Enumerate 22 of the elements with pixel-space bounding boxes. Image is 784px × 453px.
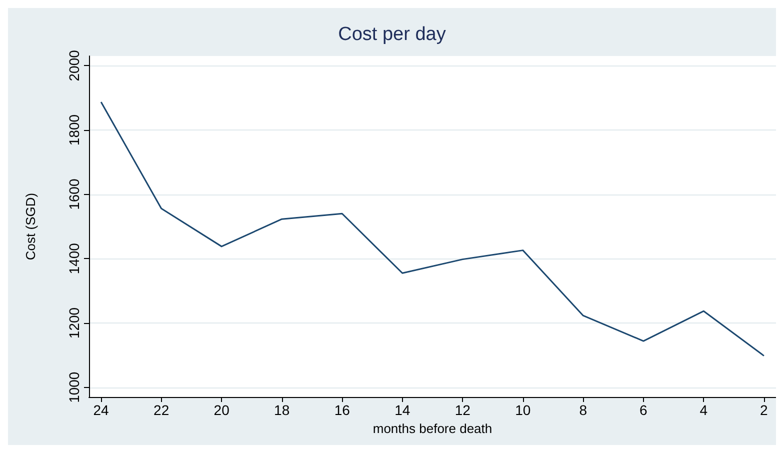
- line-series: [100, 101, 765, 357]
- y-tick-label: 1000: [66, 372, 82, 403]
- x-tick-label: 8: [579, 402, 588, 418]
- x-axis-title: months before death: [372, 420, 492, 436]
- x-tick-label: 22: [154, 402, 170, 418]
- x-tick-label: 20: [214, 402, 230, 418]
- x-tick-label: 4: [700, 402, 708, 418]
- x-tick-label: 10: [515, 402, 531, 418]
- x-tick-label: 12: [454, 402, 471, 418]
- x-tick-label: 18: [274, 402, 290, 418]
- x-tick-label: 24: [93, 402, 110, 418]
- y-tick-label: 1400: [66, 242, 82, 274]
- x-tick-label: 2: [760, 402, 768, 418]
- x-tick-label: 14: [394, 402, 410, 418]
- y-tick-label: 1200: [66, 307, 82, 339]
- chart-title: Cost per day: [338, 24, 446, 45]
- x-tick-label: 6: [640, 402, 648, 418]
- x-tick-label: 16: [334, 402, 350, 418]
- y-tick-label: 1600: [66, 178, 82, 210]
- y-axis-title: Cost (SGD): [23, 192, 38, 260]
- y-tick-label: 2000: [66, 50, 82, 82]
- y-tick-label: 1800: [66, 114, 82, 146]
